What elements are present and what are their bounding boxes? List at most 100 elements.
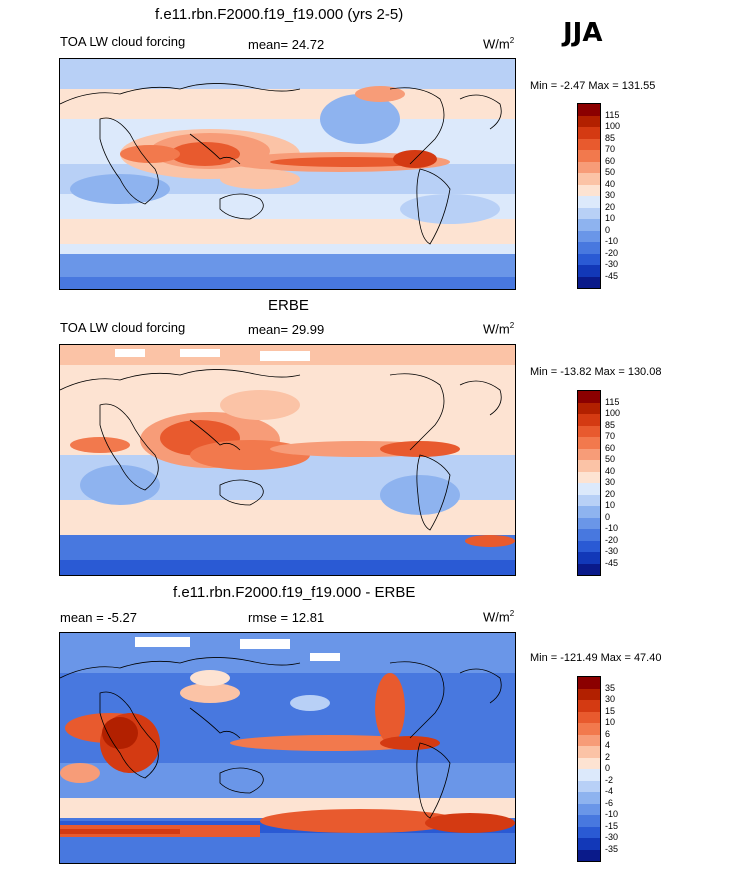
colorbar-swatch bbox=[578, 711, 600, 723]
colorbar-tick-label: 100 bbox=[605, 121, 621, 131]
colorbar-swatch bbox=[578, 437, 600, 449]
colorbar-swatch bbox=[578, 746, 600, 758]
colorbar-tick-label: -15 bbox=[605, 820, 619, 831]
colorbar-swatch bbox=[578, 276, 600, 288]
colorbar-tick-label: 70 bbox=[605, 144, 616, 154]
colorbar-swatch bbox=[578, 529, 600, 541]
panel2-minmax: Min = -13.82 Max = 130.08 bbox=[530, 366, 662, 378]
panel1-title: f.e11.rbn.F2000.f19_f19.000 (yrs 2-5) bbox=[155, 6, 404, 23]
colorbar-tick-label: 40 bbox=[605, 465, 616, 476]
panel3-map bbox=[59, 632, 516, 864]
colorbar-swatch bbox=[578, 104, 600, 116]
colorbar-tick-label: 40 bbox=[605, 178, 616, 189]
colorbar-tick-label: -35 bbox=[605, 843, 619, 854]
colorbar-swatch bbox=[578, 460, 600, 472]
colorbar-tick-label: 115 bbox=[605, 109, 620, 120]
colorbar-tick-label: -10 bbox=[605, 523, 619, 533]
colorbar-swatch bbox=[578, 230, 600, 242]
colorbar-tick-label: -4 bbox=[605, 786, 614, 796]
panel3-mean-label: mean = -5.27 bbox=[60, 610, 137, 625]
panel2-title: ERBE bbox=[268, 297, 309, 314]
colorbar-swatch bbox=[578, 150, 600, 162]
colorbar-swatch bbox=[578, 414, 600, 426]
colorbar-swatch bbox=[578, 196, 600, 208]
panel3-rmse-label: rmse = 12.81 bbox=[248, 610, 325, 625]
season-label: JJA bbox=[563, 18, 603, 48]
panel1-minmax: Min = -2.47 Max = 131.55 bbox=[530, 80, 656, 92]
panel3-unit: W/m2 bbox=[483, 609, 515, 625]
colorbar-tick-label: -20 bbox=[605, 534, 619, 545]
colorbar-tick-label: 50 bbox=[605, 454, 616, 464]
colorbar-swatch bbox=[578, 494, 600, 506]
colorbar-tick-label: -6 bbox=[605, 797, 614, 808]
colorbar-tick-label: -30 bbox=[605, 832, 619, 842]
colorbar-swatch bbox=[578, 253, 600, 265]
colorbar-tick-label: 20 bbox=[605, 201, 616, 212]
panel1-map bbox=[59, 58, 516, 290]
colorbar-swatch bbox=[578, 826, 600, 838]
colorbar-swatch bbox=[578, 815, 600, 827]
colorbar-swatch bbox=[578, 563, 600, 575]
colorbar-swatch bbox=[578, 849, 600, 861]
colorbar-swatch bbox=[578, 688, 600, 700]
colorbar-tick-label: -30 bbox=[605, 259, 619, 269]
panel2-field-label: TOA LW cloud forcing bbox=[60, 320, 186, 335]
colorbar-swatch bbox=[578, 219, 600, 231]
colorbar-tick-label: -2 bbox=[605, 774, 614, 785]
colorbar-swatch bbox=[578, 138, 600, 150]
colorbar-tick-label: 35 bbox=[605, 682, 616, 693]
colorbar-swatch bbox=[578, 161, 600, 173]
colorbar-swatch bbox=[578, 700, 600, 712]
colorbar-tick-label: 60 bbox=[605, 155, 616, 166]
colorbar-tick-label: -10 bbox=[605, 809, 619, 819]
colorbar-tick-label: 60 bbox=[605, 442, 616, 453]
colorbar-swatch bbox=[578, 127, 600, 139]
colorbar-tick-label: -10 bbox=[605, 236, 619, 246]
colorbar-swatch bbox=[578, 265, 600, 277]
colorbar-swatch bbox=[578, 391, 600, 403]
panel1-unit: W/m2 bbox=[483, 36, 515, 52]
panel2-unit: W/m2 bbox=[483, 321, 515, 337]
colorbar-swatch bbox=[578, 184, 600, 196]
colorbar-swatch bbox=[578, 780, 600, 792]
colorbar-tick-label: 0 bbox=[605, 511, 611, 522]
colorbar-swatch bbox=[578, 402, 600, 414]
panel1-mean-label: mean= 24.72 bbox=[248, 37, 325, 52]
colorbar-tick-label: -20 bbox=[605, 247, 619, 258]
colorbar-swatch bbox=[578, 734, 600, 746]
colorbar-tick-label: 10 bbox=[605, 717, 616, 727]
colorbar-swatch bbox=[578, 803, 600, 815]
colorbar-box bbox=[577, 390, 601, 576]
colorbar-tick-label: 30 bbox=[605, 694, 616, 704]
colorbar-swatch bbox=[578, 838, 600, 850]
colorbar-tick-label: 2 bbox=[605, 751, 611, 762]
colorbar-tick-label: -45 bbox=[605, 270, 619, 281]
colorbar-swatch bbox=[578, 207, 600, 219]
colorbar-swatch bbox=[578, 540, 600, 552]
panel2-mean-label: mean= 29.99 bbox=[248, 322, 325, 337]
colorbar-tick-label: 4 bbox=[605, 740, 611, 750]
colorbar-tick-label: 30 bbox=[605, 190, 616, 200]
colorbar-swatch bbox=[578, 483, 600, 495]
colorbar-tick-label: 85 bbox=[605, 132, 616, 143]
colorbar-tick-label: 15 bbox=[605, 705, 616, 716]
colorbar-tick-label: 115 bbox=[605, 396, 620, 407]
colorbar-swatch bbox=[578, 115, 600, 127]
colorbar-tick-label: 70 bbox=[605, 431, 616, 441]
colorbar-box bbox=[577, 676, 601, 862]
colorbar-swatch bbox=[578, 769, 600, 781]
panel3-minmax: Min = -121.49 Max = 47.40 bbox=[530, 652, 662, 664]
colorbar-swatch bbox=[578, 506, 600, 518]
colorbar-tick-label: -30 bbox=[605, 546, 619, 556]
colorbar-tick-label: 85 bbox=[605, 419, 616, 430]
colorbar-tick-label: 0 bbox=[605, 224, 611, 235]
colorbar-tick-label: 0 bbox=[605, 763, 611, 773]
colorbar-swatch bbox=[578, 173, 600, 185]
panel3-title: f.e11.rbn.F2000.f19_f19.000 - ERBE bbox=[173, 584, 416, 601]
colorbar-tick-label: 10 bbox=[605, 213, 616, 223]
colorbar-tick-label: 6 bbox=[605, 728, 611, 739]
colorbar-tick-label: 30 bbox=[605, 477, 616, 487]
panel2-map bbox=[59, 344, 516, 576]
colorbar-swatch bbox=[578, 723, 600, 735]
colorbar-swatch bbox=[578, 757, 600, 769]
